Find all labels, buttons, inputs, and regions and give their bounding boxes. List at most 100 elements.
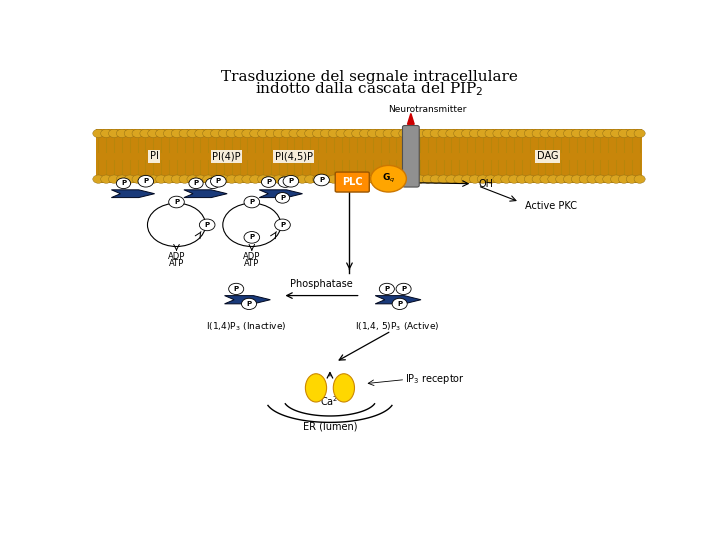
Text: PI(4)P: PI(4)P <box>212 151 241 161</box>
Circle shape <box>202 129 214 138</box>
Text: I(1,4, 5)P$_3$ (Active): I(1,4, 5)P$_3$ (Active) <box>355 321 439 333</box>
Circle shape <box>226 175 238 183</box>
Circle shape <box>199 219 215 231</box>
Text: G$_q$: G$_q$ <box>382 172 395 185</box>
Circle shape <box>548 129 559 138</box>
Circle shape <box>500 175 512 183</box>
Circle shape <box>101 129 112 138</box>
Circle shape <box>422 129 433 138</box>
Circle shape <box>278 177 292 187</box>
Circle shape <box>571 175 582 183</box>
Circle shape <box>462 175 472 183</box>
Circle shape <box>242 175 253 183</box>
Circle shape <box>336 129 347 138</box>
Circle shape <box>430 175 441 183</box>
Text: Active PKC: Active PKC <box>526 201 577 211</box>
Circle shape <box>587 175 598 183</box>
Text: ADP: ADP <box>243 252 261 261</box>
Circle shape <box>603 175 614 183</box>
Circle shape <box>379 284 395 294</box>
Circle shape <box>579 129 590 138</box>
Circle shape <box>540 129 551 138</box>
Circle shape <box>320 175 331 183</box>
Circle shape <box>493 129 504 138</box>
Circle shape <box>516 129 528 138</box>
Circle shape <box>218 129 230 138</box>
Circle shape <box>202 175 214 183</box>
Text: P: P <box>401 286 406 292</box>
Circle shape <box>564 129 575 138</box>
Circle shape <box>548 175 559 183</box>
Text: P: P <box>249 199 254 205</box>
Circle shape <box>163 175 174 183</box>
Circle shape <box>407 129 418 138</box>
Polygon shape <box>225 295 270 304</box>
Circle shape <box>273 129 284 138</box>
Text: IP$_3$ receptor: IP$_3$ receptor <box>405 372 465 386</box>
Text: P: P <box>288 178 294 184</box>
Circle shape <box>195 175 206 183</box>
Polygon shape <box>112 190 155 198</box>
Circle shape <box>344 129 355 138</box>
Circle shape <box>140 129 151 138</box>
Circle shape <box>485 129 496 138</box>
Ellipse shape <box>305 374 327 402</box>
Polygon shape <box>408 113 414 124</box>
Circle shape <box>524 129 536 138</box>
Circle shape <box>101 175 112 183</box>
Text: Ca$^{2+}$: Ca$^{2+}$ <box>320 395 346 408</box>
Circle shape <box>261 177 276 187</box>
Bar <box>96 129 642 183</box>
Circle shape <box>532 175 543 183</box>
Text: P: P <box>210 180 215 186</box>
Circle shape <box>375 175 387 183</box>
FancyBboxPatch shape <box>402 125 419 187</box>
Circle shape <box>244 196 260 208</box>
Circle shape <box>367 129 379 138</box>
Circle shape <box>163 129 174 138</box>
Circle shape <box>258 175 269 183</box>
Circle shape <box>258 129 269 138</box>
Circle shape <box>407 175 418 183</box>
Circle shape <box>210 129 222 138</box>
Circle shape <box>187 129 198 138</box>
Circle shape <box>469 129 480 138</box>
Text: P: P <box>216 178 221 184</box>
Circle shape <box>210 176 226 187</box>
Circle shape <box>634 129 645 138</box>
Circle shape <box>140 175 151 183</box>
Circle shape <box>266 129 276 138</box>
Circle shape <box>383 129 394 138</box>
Circle shape <box>328 129 339 138</box>
Circle shape <box>195 129 206 138</box>
Circle shape <box>391 129 402 138</box>
Circle shape <box>109 175 120 183</box>
Text: ER (lumen): ER (lumen) <box>302 422 357 431</box>
Circle shape <box>226 129 238 138</box>
Circle shape <box>493 175 504 183</box>
Circle shape <box>312 129 323 138</box>
Circle shape <box>351 129 363 138</box>
Text: P: P <box>194 180 199 186</box>
Circle shape <box>281 175 292 183</box>
Circle shape <box>454 129 465 138</box>
Text: PI(4,5)P: PI(4,5)P <box>274 151 312 161</box>
Circle shape <box>305 129 316 138</box>
Circle shape <box>132 129 143 138</box>
Circle shape <box>234 175 245 183</box>
Polygon shape <box>375 295 421 304</box>
Circle shape <box>148 129 159 138</box>
Circle shape <box>392 298 408 309</box>
Circle shape <box>168 196 184 208</box>
Text: P: P <box>384 286 390 292</box>
Circle shape <box>275 219 290 231</box>
Circle shape <box>336 175 347 183</box>
Circle shape <box>391 175 402 183</box>
Circle shape <box>438 129 449 138</box>
Polygon shape <box>259 190 302 198</box>
Text: P: P <box>280 195 285 201</box>
Circle shape <box>618 175 629 183</box>
Circle shape <box>595 175 606 183</box>
Circle shape <box>524 175 536 183</box>
Circle shape <box>344 175 355 183</box>
